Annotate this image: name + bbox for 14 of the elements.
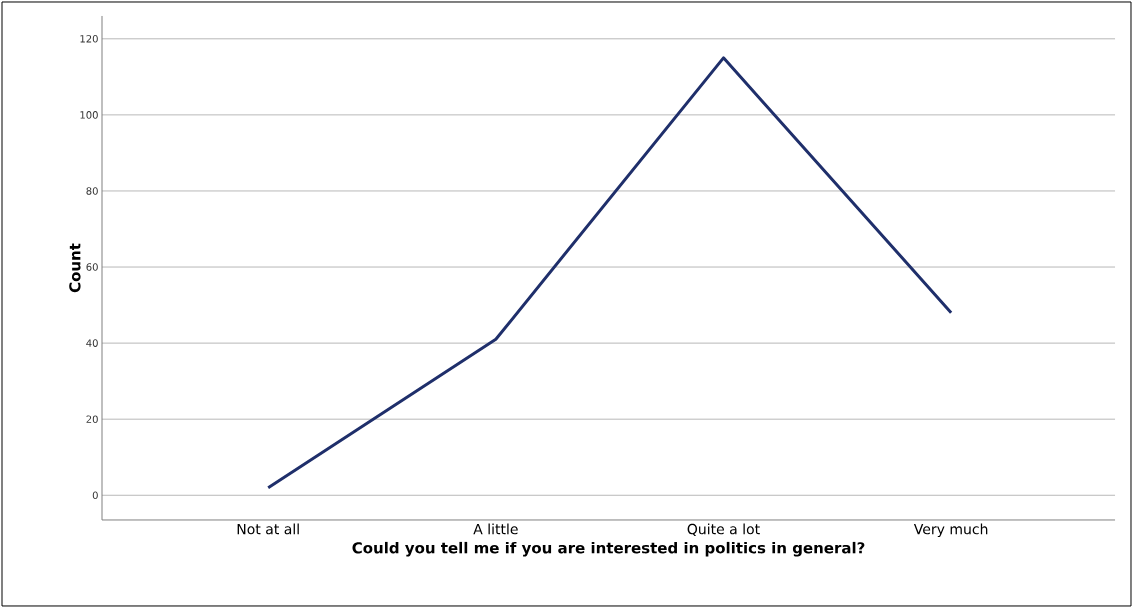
y-tick-label: 100 [80,111,98,119]
y-tick-label: 60 [86,263,98,271]
x-tick-label: Quite a lot [687,523,760,536]
x-tick-label: A little [473,523,518,535]
y-tick-label: 80 [86,187,98,195]
x-tick-label: Very much [913,523,988,538]
y-tick-label: 40 [86,339,98,347]
x-axis-title: Could you tell me if you are interested in politics in general? [352,541,865,557]
y-tick-label: 20 [86,415,98,423]
y-axis-title: Count [69,243,81,293]
y-tick-label: 0 [92,491,98,500]
y-tick-label: 120 [80,35,98,43]
x-tick-label: Not at all [237,523,299,535]
line-series [266,56,953,490]
